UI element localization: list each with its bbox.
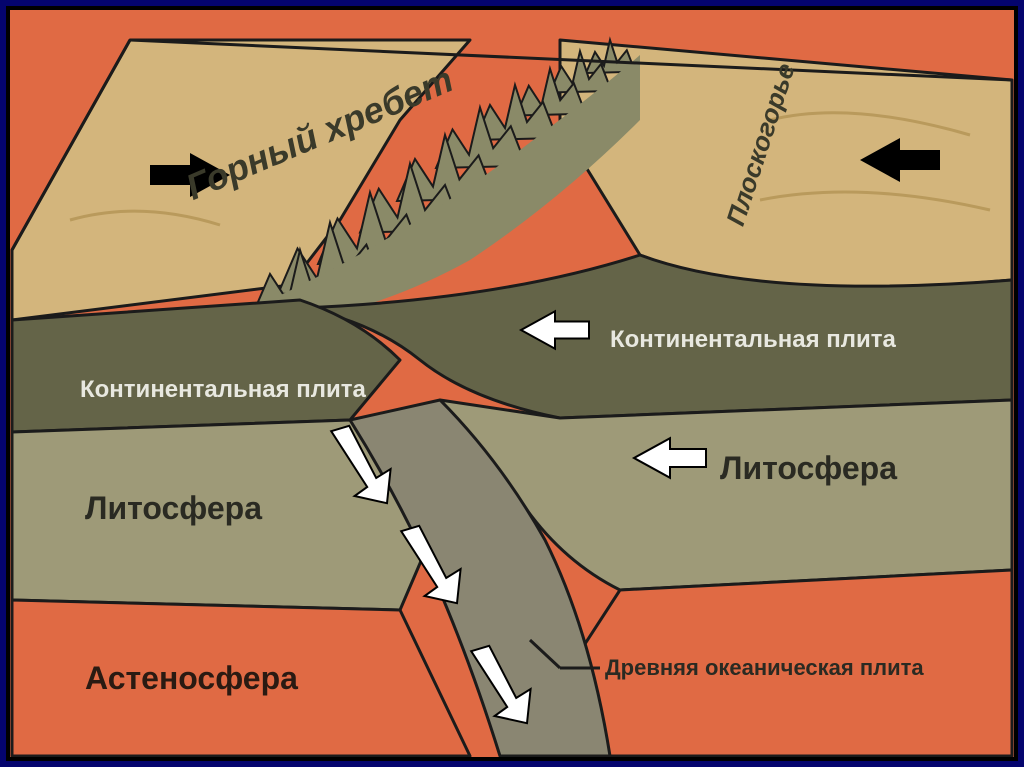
cont-plate-left xyxy=(12,300,400,432)
asth-right xyxy=(555,570,1012,756)
diagram-svg xyxy=(0,0,1024,767)
diagram-stage: Горный хребет Плоскогорье Континентальна… xyxy=(0,0,1024,767)
asth-left xyxy=(12,600,470,756)
